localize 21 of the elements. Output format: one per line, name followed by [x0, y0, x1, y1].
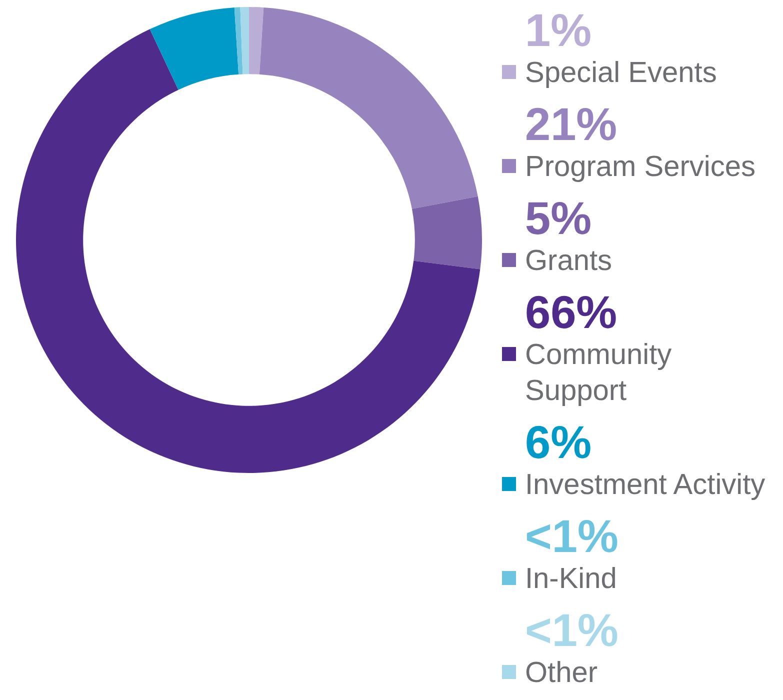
donut-slice	[412, 196, 482, 270]
legend-label: Program Services	[525, 151, 756, 183]
donut-slice	[240, 7, 249, 74]
legend-label: Special Events	[525, 57, 717, 89]
data-label: 66%	[525, 286, 618, 338]
data-label: 21%	[525, 98, 618, 150]
donut-slice	[249, 7, 264, 74]
donut-slice	[150, 7, 239, 90]
legend-label: Grants	[525, 245, 612, 277]
donut-slice	[16, 29, 480, 473]
legend-label: In-Kind	[525, 563, 617, 595]
data-label: <1%	[525, 604, 618, 656]
data-label: 1%	[525, 4, 592, 56]
legend-label: Community Support	[525, 339, 672, 407]
legend-label: Investment Activity	[525, 469, 766, 501]
data-label: <1%	[525, 510, 618, 562]
data-label: 6%	[525, 416, 592, 468]
legend-label: Other	[525, 657, 598, 689]
donut-slice	[234, 7, 243, 74]
data-label: 5%	[525, 192, 592, 244]
donut-slice	[259, 7, 478, 209]
